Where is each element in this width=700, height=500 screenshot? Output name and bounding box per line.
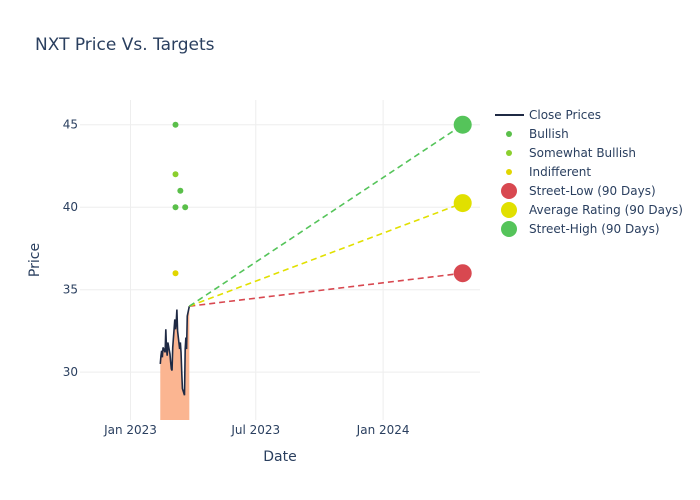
legend-item-street-low-90-days[interactable]: Street-Low (90 Days): [501, 183, 656, 199]
y-tick-label: 35: [63, 283, 78, 297]
average-rating-90-days-line: [189, 202, 463, 307]
legend-item-average-rating-90-days[interactable]: Average Rating (90 Days): [501, 202, 683, 218]
legend-label: Average Rating (90 Days): [529, 203, 683, 217]
indifferent-point: [172, 270, 179, 277]
street-low-90-days-line: [189, 272, 463, 307]
x-tick-label: Jan 2023: [103, 423, 157, 437]
legend-item-street-high-90-days[interactable]: Street-High (90 Days): [501, 221, 660, 237]
data-markers: [172, 115, 472, 283]
legend-label: Somewhat Bullish: [529, 146, 636, 160]
somewhat-bullish-point: [172, 171, 179, 178]
street-high-90-days-line: [188, 124, 464, 307]
grid: [80, 100, 480, 420]
legend-label: Bullish: [529, 127, 569, 141]
bullish-point: [182, 204, 189, 211]
x-axis-title: Date: [263, 449, 296, 465]
x-tick-label: Jul 2023: [230, 423, 280, 437]
legend-dot-icon: [506, 150, 512, 156]
legend-label: Close Prices: [529, 108, 601, 122]
close-prices-area: [160, 306, 190, 420]
legend-item-close-prices[interactable]: Close Prices: [495, 108, 601, 122]
bullish-point: [177, 187, 184, 194]
y-axis-ticks: 30 35 40 45: [63, 118, 78, 379]
fill-areas: [160, 306, 190, 420]
street-high-90-days-marker: [453, 115, 472, 134]
legend-label: Indifferent: [529, 165, 591, 179]
x-axis-ticks: Jan 2023 Jul 2023 Jan 2024: [103, 423, 409, 437]
y-tick-label: 40: [63, 200, 78, 214]
legend-label: Street-High (90 Days): [529, 222, 660, 236]
street-low-90-days-marker: [453, 264, 472, 283]
legend-item-indifferent[interactable]: Indifferent: [506, 165, 591, 179]
average-rating-90-days-marker: [453, 194, 472, 213]
bullish-point: [172, 121, 179, 128]
legend-label: Street-Low (90 Days): [529, 184, 656, 198]
legend-marker-icon: [501, 221, 517, 237]
legend-marker-icon: [501, 183, 517, 199]
legend-dot-icon: [506, 169, 512, 175]
x-tick-label: Jan 2024: [356, 423, 410, 437]
bullish-point: [172, 204, 179, 211]
y-tick-label: 30: [63, 365, 78, 379]
y-axis-title: Price: [27, 243, 43, 277]
legend-item-somewhat-bullish[interactable]: Somewhat Bullish: [506, 146, 636, 160]
chart-title: NXT Price Vs. Targets: [35, 35, 215, 55]
close-prices-line: [159, 306, 191, 396]
legend-marker-icon: [501, 202, 517, 218]
y-tick-label: 45: [63, 118, 78, 132]
data-lines: [159, 124, 464, 396]
legend-dot-icon: [506, 131, 512, 137]
legend-item-bullish[interactable]: Bullish: [506, 127, 569, 141]
legend[interactable]: Close Prices Bullish Somewhat Bullish Indif…: [495, 108, 683, 237]
